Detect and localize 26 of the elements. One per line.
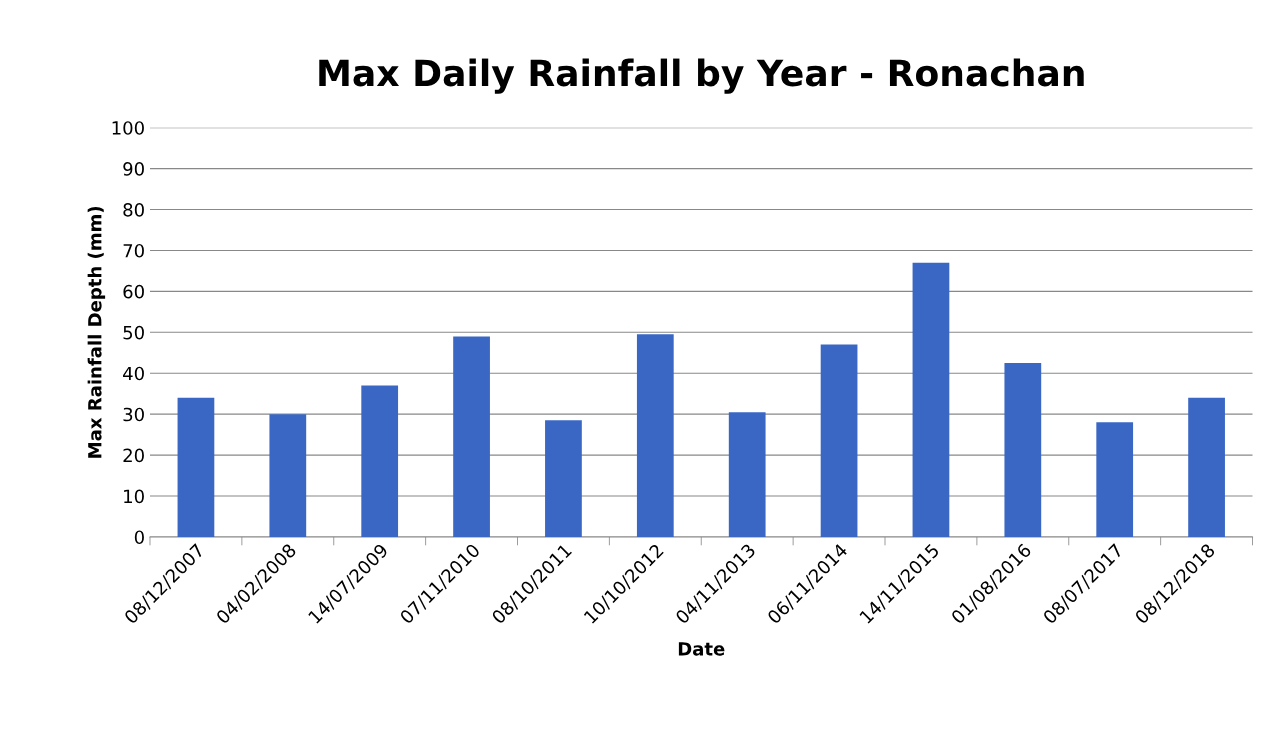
bar (912, 262, 950, 537)
y-tick-label: 20 (123, 448, 144, 463)
y-tick-label: 80 (123, 202, 144, 217)
y-tick-label: 60 (123, 284, 144, 299)
bar (636, 334, 674, 537)
bar (1004, 363, 1042, 537)
x-axis-title: Date (678, 642, 725, 656)
y-tick-label: 40 (123, 366, 144, 381)
y-tick-label: 0 (134, 530, 144, 545)
y-axis-title: Max Rainfall Depth (mm) (87, 206, 106, 458)
y-tick-label: 90 (123, 162, 144, 176)
y-tick-label: 10 (124, 489, 144, 504)
bar (269, 414, 307, 537)
bar (728, 412, 766, 537)
y-tick-label: 30 (123, 407, 144, 422)
chart-title: Max Daily Rainfall by Year - Ronachan (319, 58, 1084, 94)
bar (177, 397, 215, 537)
bar (820, 344, 858, 537)
bar (361, 385, 399, 537)
bar (1096, 422, 1134, 537)
y-tick-label: 100 (112, 121, 144, 135)
y-tick-label: 50 (123, 325, 144, 340)
bar (453, 336, 490, 537)
y-tick-label: 70 (123, 243, 144, 258)
bar (1188, 397, 1225, 537)
bar (545, 420, 582, 537)
